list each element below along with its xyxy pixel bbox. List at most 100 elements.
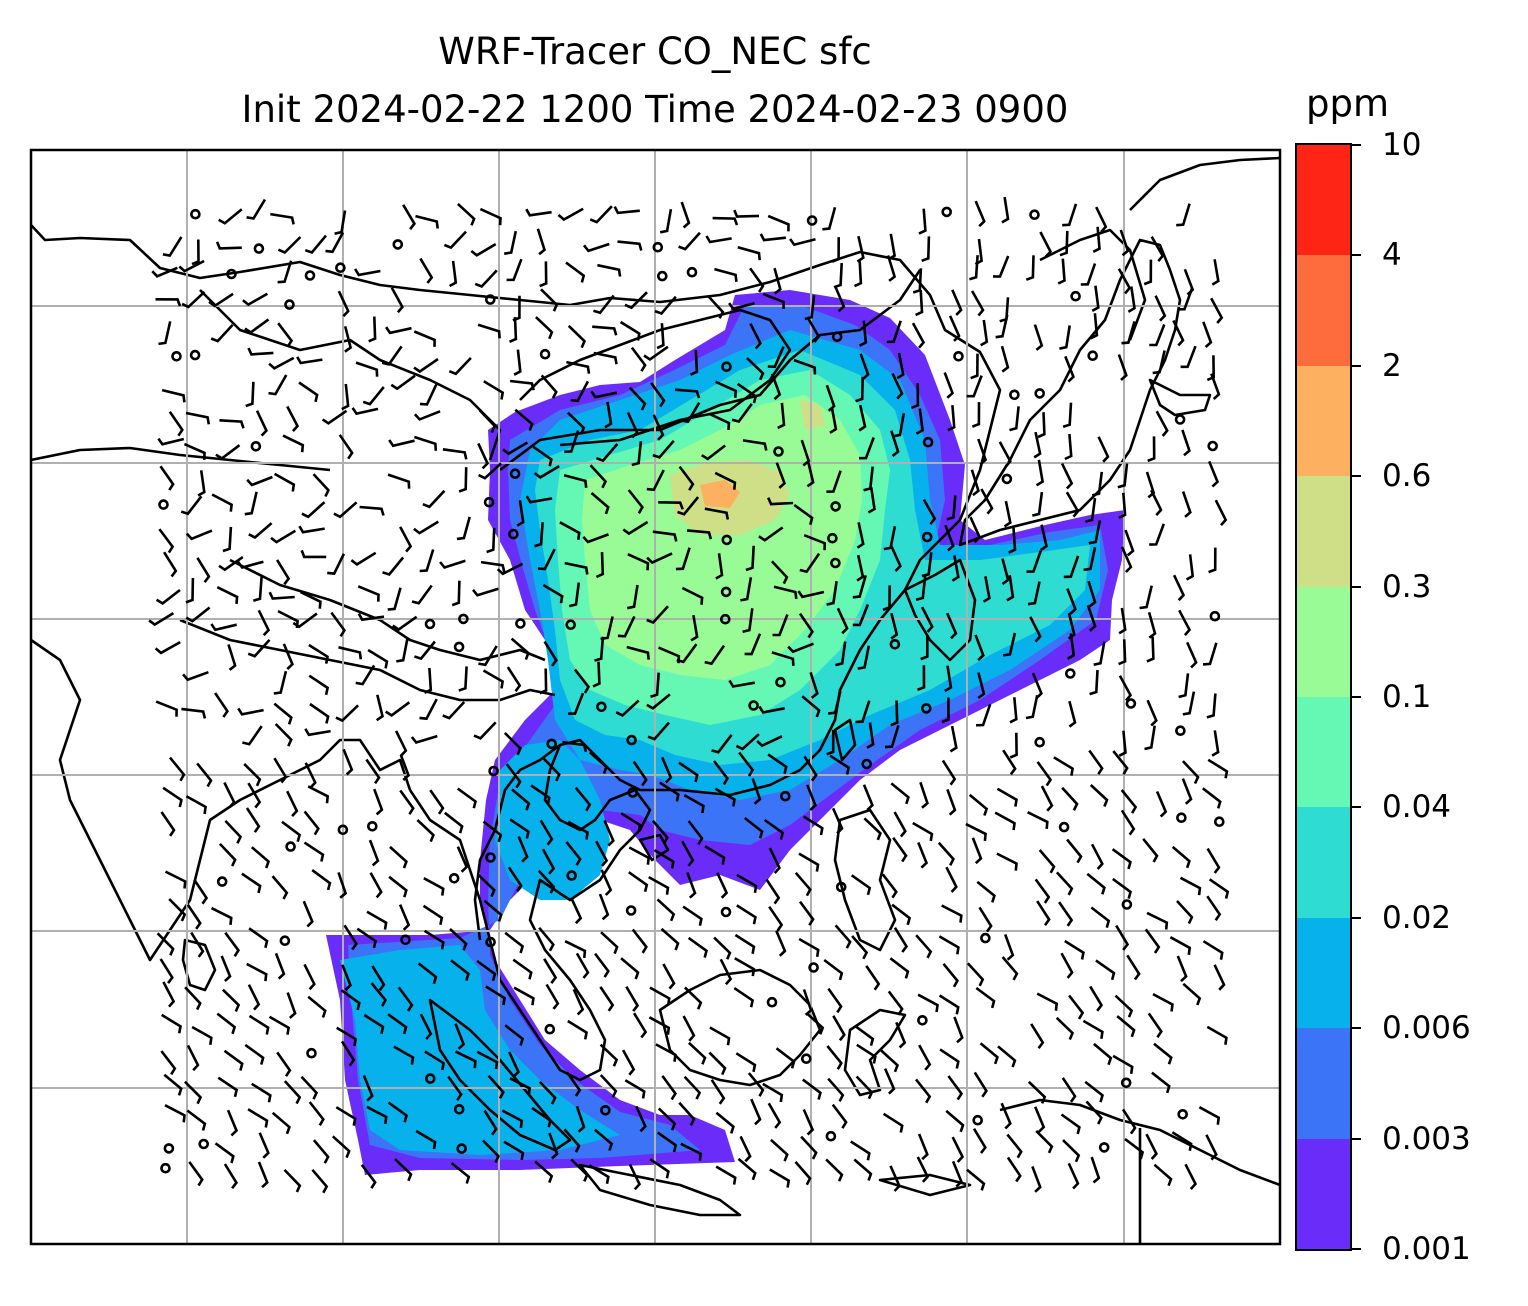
wind-barb	[1089, 669, 1099, 696]
wind-barb	[1172, 574, 1186, 602]
wind-barb	[563, 474, 588, 488]
wind-barb	[678, 1101, 696, 1126]
wind-barb	[831, 807, 844, 835]
wind-barb	[627, 489, 644, 514]
wind-barb	[539, 668, 548, 695]
wind-barb	[863, 817, 882, 841]
wind-barb	[674, 388, 701, 399]
wind-barb	[503, 1140, 525, 1161]
wind-barb	[831, 237, 840, 263]
wind-barb	[617, 240, 643, 251]
calm-wind-marker	[566, 870, 578, 881]
wind-barb	[331, 1135, 351, 1159]
wind-barb	[1061, 1077, 1077, 1103]
wind-barb	[423, 929, 445, 950]
wind-barb	[797, 590, 825, 599]
wind-barb	[947, 405, 956, 432]
wind-barb	[746, 357, 765, 381]
wind-barb	[859, 353, 870, 381]
wind-barb	[1147, 436, 1156, 463]
wind-barb	[532, 445, 553, 467]
colorbar-tick-label: 0.001	[1382, 1231, 1471, 1267]
wind-barb	[1182, 691, 1196, 716]
wind-barb	[1155, 410, 1169, 437]
wind-barb	[946, 612, 958, 640]
colorbar-tick	[1352, 916, 1361, 919]
wind-barb	[1031, 491, 1044, 517]
wind-barb	[509, 818, 530, 839]
wind-barb	[615, 699, 640, 717]
wind-barb	[164, 1104, 186, 1123]
wind-barb	[185, 606, 211, 623]
wind-barb	[155, 298, 182, 307]
wind-barb	[443, 230, 467, 250]
wind-barb	[740, 577, 753, 602]
wind-barb	[371, 965, 386, 992]
wind-barb	[1091, 285, 1100, 313]
wind-barb	[188, 1161, 204, 1187]
calm-wind-marker	[424, 1073, 436, 1084]
wind-barb	[705, 235, 732, 244]
calm-wind-marker	[216, 876, 228, 887]
wind-barb	[415, 214, 439, 229]
wind-barb	[485, 985, 507, 1006]
wind-barb	[771, 651, 795, 666]
wind-barb	[890, 545, 902, 573]
wind-barb	[582, 242, 610, 253]
wind-barb	[887, 233, 897, 261]
wind-barb	[678, 465, 695, 491]
wind-barb	[1059, 230, 1069, 257]
wind-barb	[248, 1014, 270, 1035]
wind-barb	[628, 386, 647, 411]
coastline-borneo	[658, 968, 822, 1087]
wind-barb	[793, 358, 817, 375]
wind-barb	[1030, 1023, 1045, 1049]
wind-barb	[542, 757, 561, 782]
wind-barb	[1006, 1133, 1023, 1159]
wind-barb	[701, 444, 726, 461]
wind-barb	[511, 788, 531, 811]
wind-barb	[312, 473, 330, 498]
wind-barb	[1057, 258, 1066, 285]
wind-barb	[689, 349, 699, 376]
wind-barb	[595, 443, 619, 463]
coastline-mainland-east	[31, 224, 1002, 941]
wind-barb	[805, 784, 817, 812]
calm-wind-marker	[831, 331, 843, 343]
wind-barb	[482, 1139, 500, 1164]
wind-barb	[303, 810, 320, 836]
wind-barb	[867, 487, 876, 514]
wind-barb	[1207, 460, 1220, 488]
wind-barb	[1095, 959, 1116, 981]
wind-barb	[410, 734, 438, 745]
wind-barb	[1114, 994, 1134, 1018]
wind-barb	[419, 383, 438, 406]
wind-barb	[513, 986, 535, 1006]
wind-barb	[185, 577, 195, 604]
calm-wind-marker	[720, 906, 732, 918]
wind-barb	[568, 692, 585, 715]
wind-barb	[429, 789, 445, 815]
wind-barb	[765, 878, 781, 905]
colorbar-tick	[1352, 696, 1361, 698]
calm-wind-marker	[458, 613, 469, 625]
wind-barb	[628, 846, 651, 865]
wind-barb	[458, 467, 468, 493]
calm-wind-marker	[1034, 736, 1045, 748]
wind-barb	[590, 390, 618, 399]
wind-barb	[948, 315, 961, 342]
wind-barb	[158, 321, 172, 346]
wind-barb	[221, 988, 241, 1013]
wind-barb	[268, 1015, 291, 1035]
wind-barb	[210, 623, 238, 632]
wind-barb	[1171, 845, 1191, 869]
wind-barb	[217, 1076, 239, 1098]
wind-barb	[159, 958, 174, 984]
wind-barb	[1093, 1042, 1113, 1066]
wind-barb	[564, 430, 580, 454]
wind-barb	[1031, 1166, 1042, 1193]
wind-barb	[538, 926, 555, 952]
calm-wind-marker	[279, 935, 291, 947]
wind-barb	[414, 640, 436, 661]
wind-barb	[1146, 911, 1169, 930]
